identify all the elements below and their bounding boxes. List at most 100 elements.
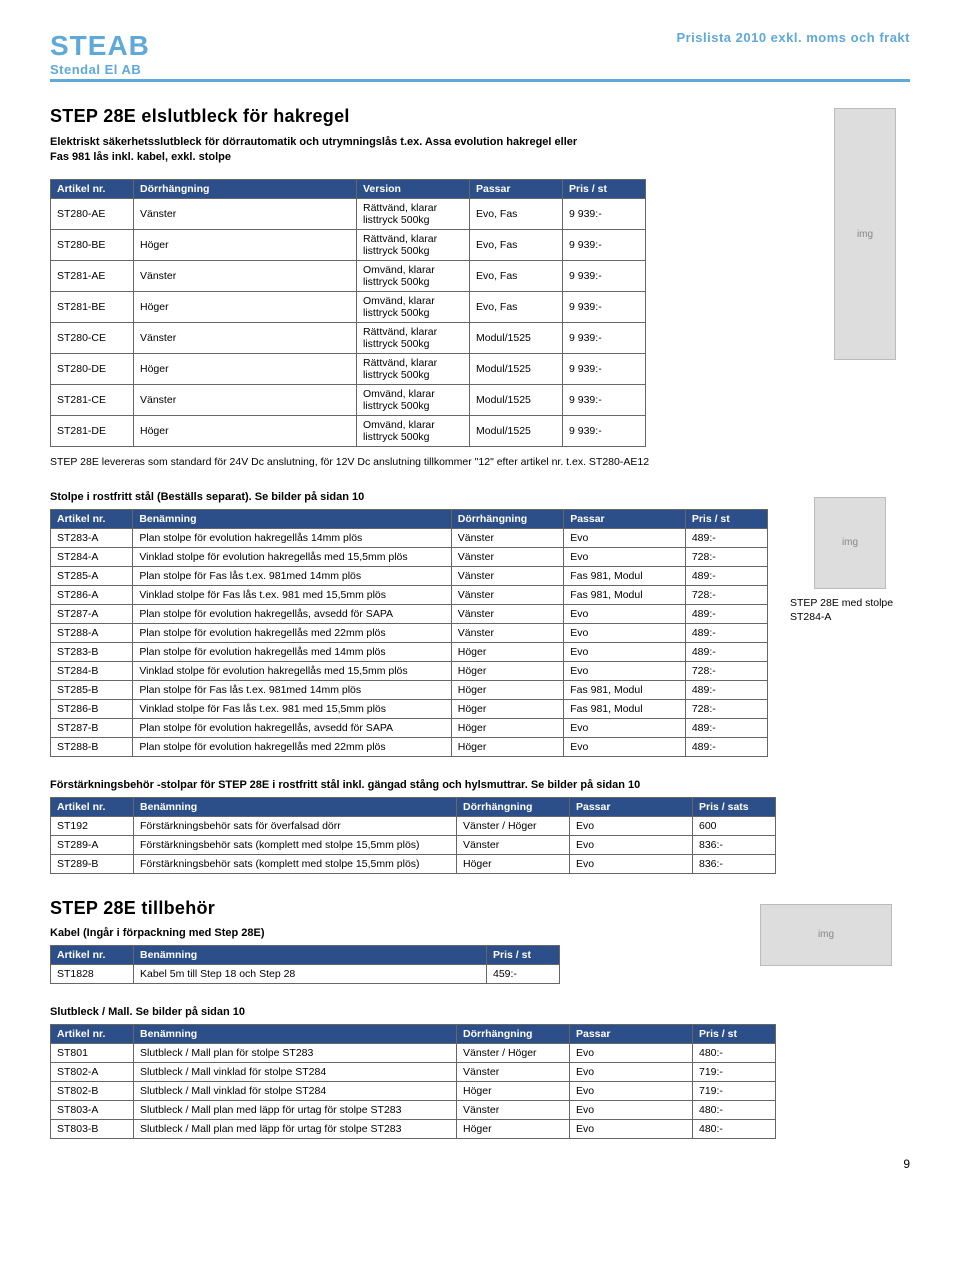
- table-cell: ST281-DE: [51, 415, 134, 446]
- table-row: ST1828Kabel 5m till Step 18 och Step 284…: [51, 964, 560, 983]
- product-image-cable: img: [760, 904, 892, 966]
- table-header: Dörrhängning: [134, 179, 357, 198]
- table-header: Passar: [564, 509, 686, 528]
- table-row: ST283-BPlan stolpe för evolution hakrege…: [51, 642, 768, 661]
- table-cell: Fas 981, Modul: [564, 585, 686, 604]
- table-row: ST281-AEVänsterOmvänd, klarar listtryck …: [51, 260, 646, 291]
- section4-left: STEP 28E tillbehör Kabel (Ingår i förpac…: [50, 874, 738, 984]
- table-cell: Vänster: [457, 1100, 570, 1119]
- table-cell: 728:-: [685, 699, 767, 718]
- section2-table: Artikel nr.BenämningDörrhängningPassarPr…: [50, 509, 768, 757]
- table-cell: Evo: [564, 623, 686, 642]
- table-header: Benämning: [134, 1024, 457, 1043]
- table-cell: Plan stolpe för evolution hakregellås 14…: [133, 528, 451, 547]
- table-cell: 9 939:-: [563, 229, 646, 260]
- table-cell: ST802-B: [51, 1081, 134, 1100]
- table-cell: ST280-BE: [51, 229, 134, 260]
- table-cell: Evo, Fas: [470, 229, 563, 260]
- table-cell: Evo: [564, 642, 686, 661]
- product-image-step28e: img: [834, 108, 896, 360]
- section2-row: Stolpe i rostfritt stål (Beställs separa…: [50, 469, 910, 757]
- logo-main: STEAB: [50, 30, 150, 62]
- table-cell: Plan stolpe för evolution hakregellås me…: [133, 737, 451, 756]
- table-header: Dörrhängning: [457, 1024, 570, 1043]
- table-row: ST288-BPlan stolpe för evolution hakrege…: [51, 737, 768, 756]
- table-row: ST284-AVinklad stolpe för evolution hakr…: [51, 547, 768, 566]
- table-cell: Fas 981, Modul: [564, 680, 686, 699]
- table-header: Pris / st: [685, 509, 767, 528]
- table-cell: Höger: [457, 1081, 570, 1100]
- table-cell: Evo, Fas: [470, 291, 563, 322]
- table-row: ST803-ASlutbleck / Mall plan med läpp fö…: [51, 1100, 776, 1119]
- table-header: Pris / st: [563, 179, 646, 198]
- table-cell: Evo: [570, 1043, 693, 1062]
- table-cell: Kabel 5m till Step 18 och Step 28: [134, 964, 487, 983]
- table-row: ST281-DEHögerOmvänd, klarar listtryck 50…: [51, 415, 646, 446]
- table-row: ST280-AEVänsterRättvänd, klarar listtryc…: [51, 198, 646, 229]
- table-cell: 728:-: [685, 547, 767, 566]
- table-cell: Omvänd, klarar listtryck 500kg: [357, 291, 470, 322]
- table-cell: Evo: [564, 604, 686, 623]
- table-cell: Slutbleck / Mall plan med läpp för urtag…: [134, 1119, 457, 1138]
- table-cell: Vänster: [451, 547, 563, 566]
- table-cell: Höger: [457, 1119, 570, 1138]
- section1-left: STEP 28E elslutbleck för hakregel Elektr…: [50, 82, 798, 469]
- table-row: ST285-BPlan stolpe för Fas lås t.ex. 981…: [51, 680, 768, 699]
- table-row: ST286-AVinklad stolpe för Fas lås t.ex. …: [51, 585, 768, 604]
- table-cell: Slutbleck / Mall vinklad för stolpe ST28…: [134, 1062, 457, 1081]
- table-cell: 9 939:-: [563, 353, 646, 384]
- table-cell: 489:-: [685, 718, 767, 737]
- table-cell: Vinklad stolpe för Fas lås t.ex. 981 med…: [133, 699, 451, 718]
- table-header: Benämning: [134, 797, 457, 816]
- table-cell: ST288-B: [51, 737, 133, 756]
- table-cell: 836:-: [693, 835, 776, 854]
- table-cell: Omvänd, klarar listtryck 500kg: [357, 260, 470, 291]
- table-cell: Evo: [564, 737, 686, 756]
- table-header: Artikel nr.: [51, 1024, 134, 1043]
- table-cell: 489:-: [685, 737, 767, 756]
- section4-heading: Kabel (Ingår i förpackning med Step 28E): [50, 927, 738, 939]
- table-header: Benämning: [133, 509, 451, 528]
- table-cell: 9 939:-: [563, 322, 646, 353]
- table-cell: Förstärkningsbehör sats (komplett med st…: [134, 854, 457, 873]
- table-header: Passar: [570, 1024, 693, 1043]
- table-cell: Slutbleck / Mall vinklad för stolpe ST28…: [134, 1081, 457, 1100]
- table-cell: Vänster: [451, 528, 563, 547]
- table-cell: Vinklad stolpe för Fas lås t.ex. 981 med…: [133, 585, 451, 604]
- table-cell: ST280-AE: [51, 198, 134, 229]
- table-cell: Evo: [570, 1119, 693, 1138]
- table-cell: ST802-A: [51, 1062, 134, 1081]
- table-cell: ST803-A: [51, 1100, 134, 1119]
- table-header: Passar: [470, 179, 563, 198]
- table-cell: Fas 981, Modul: [564, 566, 686, 585]
- table-row: ST289-BFörstärkningsbehör sats (komplett…: [51, 854, 776, 873]
- section5-heading: Slutbleck / Mall. Se bilder på sidan 10: [50, 1006, 910, 1018]
- table-cell: Evo: [570, 816, 693, 835]
- table-cell: ST287-B: [51, 718, 133, 737]
- table-cell: 480:-: [693, 1119, 776, 1138]
- table-cell: Rättvänd, klarar listtryck 500kg: [357, 229, 470, 260]
- table-cell: Rättvänd, klarar listtryck 500kg: [357, 198, 470, 229]
- section2-heading: Stolpe i rostfritt stål (Beställs separa…: [50, 491, 768, 503]
- table-cell: 9 939:-: [563, 291, 646, 322]
- logo: STEAB Stendal El AB: [50, 30, 150, 77]
- table-row: ST280-DEHögerRättvänd, klarar listtryck …: [51, 353, 646, 384]
- table-row: ST283-APlan stolpe för evolution hakrege…: [51, 528, 768, 547]
- table-header: Passar: [570, 797, 693, 816]
- table-header: Version: [357, 179, 470, 198]
- table-cell: Plan stolpe för Fas lås t.ex. 981med 14m…: [133, 566, 451, 585]
- table-cell: Höger: [134, 353, 357, 384]
- table-cell: 9 939:-: [563, 384, 646, 415]
- section1-row: STEP 28E elslutbleck för hakregel Elektr…: [50, 82, 910, 469]
- table-cell: Evo, Fas: [470, 260, 563, 291]
- table-cell: Plan stolpe för evolution hakregellås me…: [133, 642, 451, 661]
- page: STEAB Stendal El AB Prislista 2010 exkl.…: [0, 0, 960, 1201]
- table-row: ST281-CEVänsterOmvänd, klarar listtryck …: [51, 384, 646, 415]
- table-cell: Evo: [570, 1100, 693, 1119]
- table-cell: ST284-A: [51, 547, 133, 566]
- section4-row: STEP 28E tillbehör Kabel (Ingår i förpac…: [50, 874, 910, 984]
- section2-image-col: img STEP 28E med stolpe ST284-A: [790, 469, 910, 624]
- table-cell: Vinklad stolpe för evolution hakregellås…: [133, 547, 451, 566]
- table-cell: 719:-: [693, 1062, 776, 1081]
- table-row: ST280-CEVänsterRättvänd, klarar listtryc…: [51, 322, 646, 353]
